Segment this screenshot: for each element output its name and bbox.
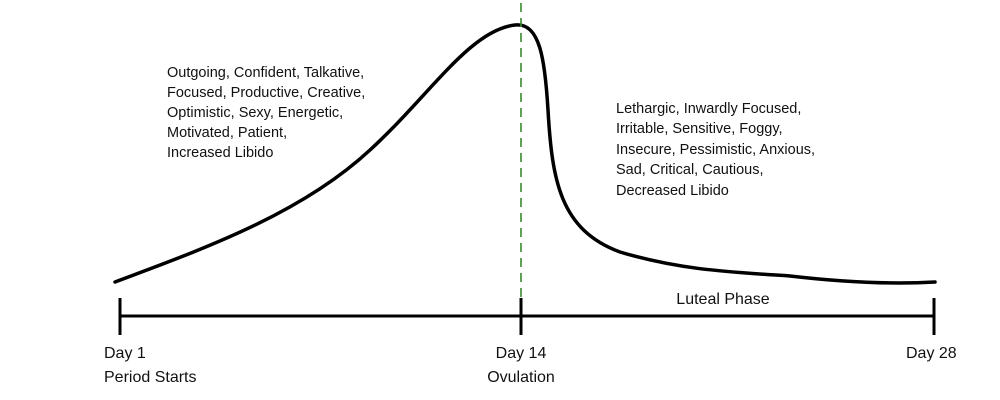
day-14-label: Day 14 xyxy=(496,345,547,362)
mood-curve xyxy=(113,23,937,285)
trait-line: Optimistic, Sexy, Energetic, xyxy=(167,105,343,121)
trait-line: Decreased Libido xyxy=(616,183,729,199)
day-28-label: Day 28 xyxy=(906,345,957,362)
trait-line: Focused, Productive, Creative, xyxy=(167,85,365,101)
trait-line: Irritable, Sensitive, Foggy, xyxy=(616,121,783,137)
ovulation-label: Ovulation xyxy=(487,369,555,386)
trait-line: Increased Libido xyxy=(167,145,273,161)
trait-line: Sad, Critical, Cautious, xyxy=(616,162,763,178)
trait-line: Insecure, Pessimistic, Anxious, xyxy=(616,142,815,158)
pre-ovulation-traits: Outgoing, Confident, Talkative, Focused,… xyxy=(167,65,365,161)
period-starts-label: Period Starts xyxy=(104,369,196,386)
post-ovulation-traits: Lethargic, Inwardly Focused, Irritable, … xyxy=(616,101,815,199)
trait-line: Motivated, Patient, xyxy=(167,125,287,141)
trait-line: Lethargic, Inwardly Focused, xyxy=(616,101,801,117)
day-1-label: Day 1 xyxy=(104,345,146,362)
trait-line: Outgoing, Confident, Talkative, xyxy=(167,65,364,81)
luteal-phase-label: Luteal Phase xyxy=(676,291,770,308)
